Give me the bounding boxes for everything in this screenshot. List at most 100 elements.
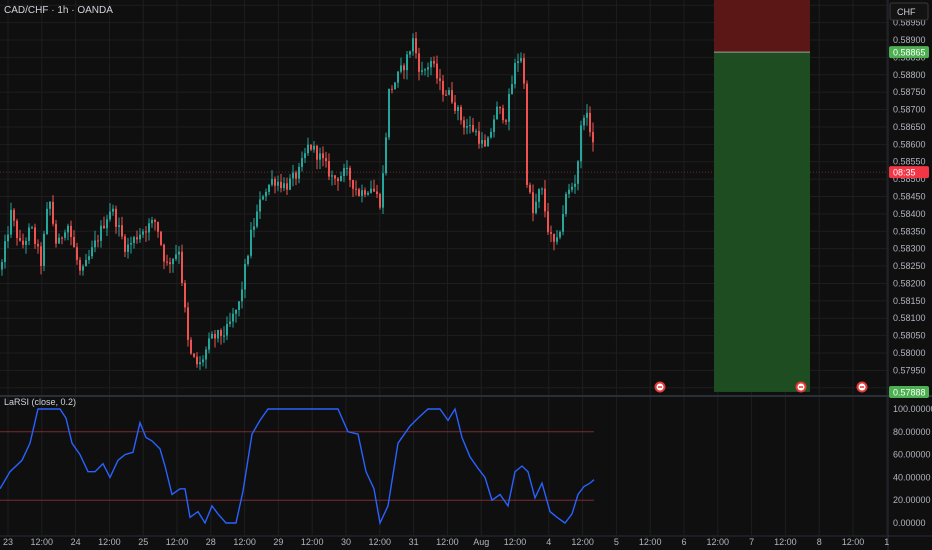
candle-body (91, 247, 93, 257)
candle-body (88, 256, 90, 260)
candle-body (490, 131, 492, 138)
candle-body (277, 181, 279, 186)
candle-body (589, 112, 591, 133)
target-price-tag-bg (889, 46, 929, 59)
candle-body (436, 63, 438, 79)
candle-body (271, 178, 273, 185)
time-tick-label: 12:00 (639, 537, 662, 547)
candle-body (103, 225, 105, 229)
candle-body (19, 237, 21, 241)
candle-body (460, 107, 462, 121)
candle-body (70, 225, 72, 237)
candle-body (307, 144, 309, 154)
candle-body (295, 172, 297, 179)
candle-body (352, 180, 354, 189)
candle-body (520, 58, 522, 62)
candle-body (451, 90, 453, 103)
candle-body (148, 223, 150, 233)
candle-body (367, 192, 369, 195)
candle-body (16, 220, 18, 238)
candle-body (289, 178, 291, 190)
position-zones[interactable] (714, 0, 810, 392)
candle-body (4, 241, 6, 263)
price-tick-label: 0.58750 (893, 87, 926, 97)
time-tick-label: 28 (206, 537, 216, 547)
candle-body (217, 330, 219, 339)
candle-body (61, 237, 63, 239)
candle-body (580, 125, 582, 162)
candle-body (355, 188, 357, 190)
candle-body (382, 173, 384, 208)
candle-body (526, 83, 528, 185)
candle-body (85, 259, 87, 267)
time-tick-label: 12:00 (166, 537, 189, 547)
candle-body (556, 237, 558, 242)
rsi-tick-label: 40.00000 (893, 472, 931, 482)
candle-body (52, 201, 54, 224)
price-tick-label: 0.58100 (893, 313, 926, 323)
candle-body (1, 262, 3, 270)
candle-body (100, 225, 102, 241)
candle-body (379, 194, 381, 208)
time-tick-label: 12:00 (842, 537, 865, 547)
candle-body (67, 225, 69, 233)
candle-body (28, 227, 30, 241)
chart-title: CAD/CHF · 1h · OANDA (4, 5, 113, 16)
currency-button[interactable]: CHF (889, 2, 929, 21)
candle-body (178, 251, 180, 255)
candle-body (334, 175, 336, 179)
candle-body (301, 158, 303, 167)
candle-body (499, 106, 501, 109)
candle-body (250, 229, 252, 256)
candle-body (511, 84, 513, 95)
candle-body (157, 221, 159, 232)
candle-body (154, 219, 156, 222)
candle-body (331, 175, 333, 177)
candle-body (292, 172, 294, 179)
candle-body (550, 232, 552, 234)
rsi-tick-label: 0.00000 (893, 518, 926, 528)
candle-body (505, 120, 507, 122)
candle-body (142, 231, 144, 235)
candle-body (340, 176, 342, 182)
candle-body (136, 237, 138, 240)
candle-body (280, 181, 282, 189)
candle-body (181, 251, 183, 283)
candle-body (529, 184, 531, 193)
time-tick-label: 6 (681, 537, 686, 547)
candle-body (256, 211, 258, 227)
candle-body (211, 333, 213, 339)
current-price-tag-bg (889, 166, 929, 179)
price-tick-label: 0.58450 (893, 192, 926, 202)
price-tick-label: 0.57950 (893, 365, 926, 375)
candle-body (79, 259, 81, 271)
rsi-tick-label: 100.00000 (893, 404, 932, 414)
candle-body (592, 132, 594, 143)
candle-body (508, 94, 510, 122)
time-tick-label: 23 (3, 537, 13, 547)
candle-body (10, 209, 12, 235)
candle-body (310, 144, 312, 150)
candle-body (376, 191, 378, 195)
candle-body (73, 236, 75, 248)
candle-body (43, 233, 45, 266)
candle-body (151, 219, 153, 224)
price-tick-label: 0.58150 (893, 296, 926, 306)
time-tick-label: 12:00 (436, 537, 459, 547)
candle-body (25, 240, 27, 245)
candle-body (214, 333, 216, 339)
candle-body (400, 65, 402, 72)
candle-body (163, 244, 165, 262)
candle-body (370, 188, 372, 193)
candle-body (184, 282, 186, 308)
candle-body (223, 335, 225, 337)
candle-body (283, 183, 285, 189)
candle-body (514, 63, 516, 85)
candle-body (127, 244, 129, 252)
candle-body (22, 240, 24, 245)
candle-body (418, 53, 420, 72)
candle-body (259, 199, 261, 212)
candle-body (172, 258, 174, 265)
time-tick-label: Aug (473, 537, 489, 547)
